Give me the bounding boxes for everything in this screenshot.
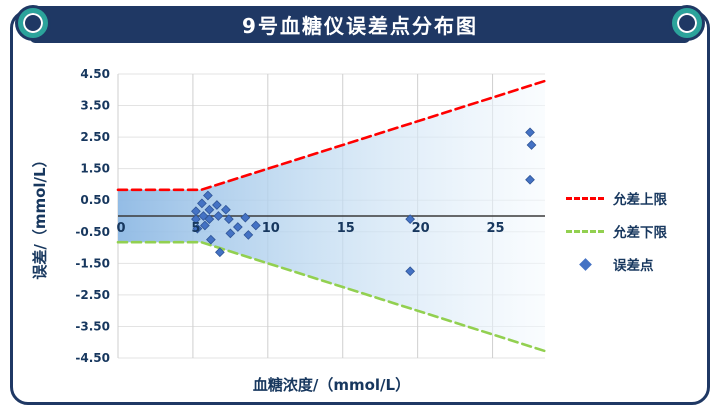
legend-item-lower-limit: 允差下限: [566, 221, 667, 241]
svg-text:3.50: 3.50: [80, 99, 110, 113]
legend-item-error-points: 误差点: [566, 254, 667, 274]
svg-text:15: 15: [337, 221, 355, 236]
x-axis-title: 血糖浓度/（mmol/L）: [252, 376, 411, 394]
title-banner: 9号血糖仪误差点分布图: [30, 6, 690, 43]
svg-text:2.50: 2.50: [80, 130, 110, 144]
legend-item-upper-limit: 允差上限: [566, 188, 667, 208]
svg-text:-3.50: -3.50: [75, 319, 110, 333]
svg-text:20: 20: [412, 221, 430, 236]
legend: 允差上限 允差下限 误差点: [566, 188, 667, 274]
svg-text:-2.50: -2.50: [75, 288, 110, 302]
svg-text:-1.50: -1.50: [75, 256, 110, 270]
lower-limit-line-swatch: [566, 229, 604, 233]
svg-text:0: 0: [116, 221, 125, 236]
svg-text:-0.50: -0.50: [75, 225, 110, 239]
corner-ornament-left-icon: [18, 8, 48, 38]
legend-label-lower-limit: 允差下限: [613, 225, 667, 241]
upper-limit-line-swatch: [566, 196, 604, 200]
y-axis-title: 误差/（mmol/L）: [31, 152, 49, 280]
legend-label-error-points: 误差点: [613, 258, 654, 274]
svg-text:25: 25: [487, 221, 505, 236]
svg-text:0.50: 0.50: [80, 193, 110, 207]
svg-text:5: 5: [191, 221, 200, 236]
corner-ornament-right-icon: [672, 8, 702, 38]
svg-text:10: 10: [262, 221, 280, 236]
svg-text:-4.50: -4.50: [75, 351, 110, 365]
error-point-marker-swatch: [579, 257, 592, 271]
scatter-chart: 4.50 3.50 2.50 1.50 0.50 -0.50 -1.50 -2.50 -3.50…: [75, 67, 547, 365]
chart-title: 9号血糖仪误差点分布图: [242, 14, 478, 38]
legend-label-upper-limit: 允差上限: [613, 192, 667, 208]
svg-text:4.50: 4.50: [80, 67, 110, 81]
svg-text:1.50: 1.50: [80, 162, 110, 176]
